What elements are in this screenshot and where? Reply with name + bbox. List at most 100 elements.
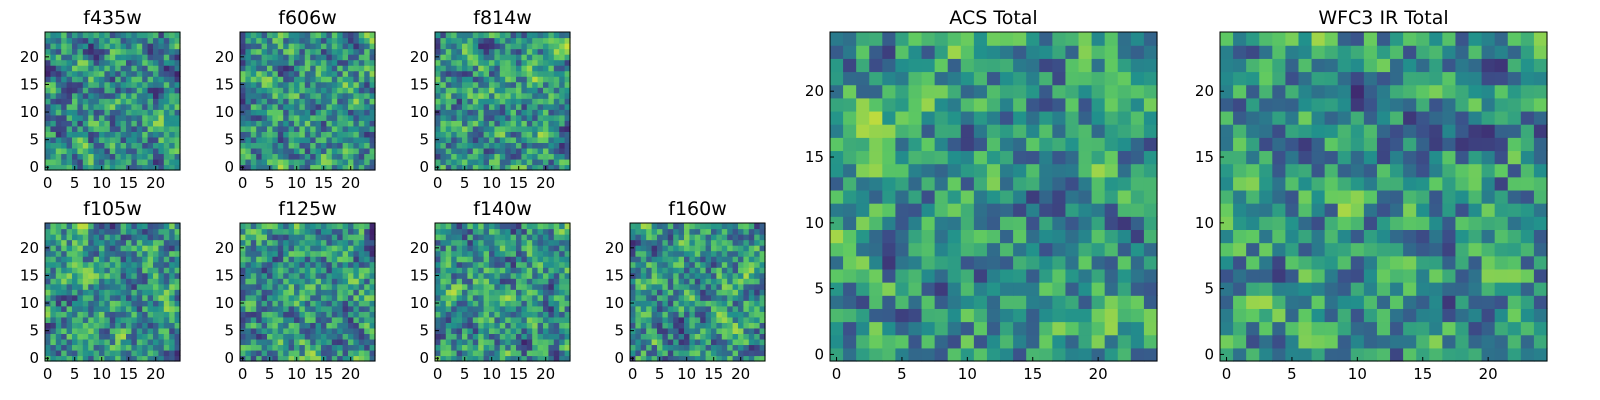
heatmap-cell xyxy=(163,355,170,362)
heatmap-cell xyxy=(759,278,766,285)
heatmap-cell xyxy=(348,87,354,94)
heatmap-cell xyxy=(369,256,376,263)
heatmap-cell xyxy=(499,344,506,351)
heatmap-cell xyxy=(147,158,154,166)
heatmap-cell xyxy=(153,223,159,230)
heatmap-cell xyxy=(435,76,441,83)
heatmap-cell xyxy=(478,81,485,88)
heatmap-cell xyxy=(326,37,333,44)
heatmap-cell xyxy=(158,147,165,155)
heatmap-cell xyxy=(250,54,257,61)
heatmap-cell xyxy=(895,150,910,165)
heatmap-cell xyxy=(337,289,344,296)
heatmap-cell xyxy=(120,109,127,116)
heatmap-cell xyxy=(136,294,143,301)
heatmap-cell xyxy=(553,344,560,351)
heatmap-cell xyxy=(526,32,533,39)
heatmap-cell xyxy=(120,92,127,99)
heatmap-cell xyxy=(77,316,84,323)
heatmap-cell xyxy=(754,261,761,268)
heatmap-cell xyxy=(505,92,512,99)
heatmap-cell xyxy=(321,344,327,351)
heatmap-cell xyxy=(126,333,132,340)
heatmap-cell xyxy=(283,103,290,110)
heatmap-cell xyxy=(153,228,159,235)
heatmap-cell xyxy=(711,311,717,318)
heatmap-cell xyxy=(721,289,728,296)
heatmap-cell xyxy=(548,223,555,230)
heatmap-cell xyxy=(315,316,322,323)
heatmap-cell xyxy=(342,65,349,72)
heatmap-cell xyxy=(478,234,485,241)
heatmap-cell xyxy=(72,283,78,290)
heatmap-cell xyxy=(505,283,512,290)
heatmap-cell xyxy=(743,283,750,290)
heatmap-cell xyxy=(1052,216,1067,230)
heatmap-cell xyxy=(364,311,371,318)
heatmap-cell xyxy=(240,228,246,235)
heatmap-cell xyxy=(516,92,522,99)
heatmap-cell xyxy=(115,278,122,285)
heatmap-cell xyxy=(727,338,734,346)
heatmap-cell xyxy=(82,300,89,307)
heatmap-cell xyxy=(304,294,311,301)
heatmap-cell xyxy=(163,250,170,257)
heatmap-cell xyxy=(131,48,138,55)
heatmap-cell xyxy=(104,120,111,127)
heatmap-cell xyxy=(331,103,338,110)
heatmap-cell xyxy=(667,261,674,268)
heatmap-cell xyxy=(45,158,51,166)
heatmap-cell xyxy=(472,114,479,121)
heatmap-cell xyxy=(272,109,279,116)
heatmap-cell xyxy=(526,120,533,127)
heatmap-cell xyxy=(267,327,273,334)
heatmap-cell xyxy=(646,223,653,230)
heatmap-cell xyxy=(505,70,512,77)
heatmap-cell xyxy=(435,267,441,274)
heatmap-cell xyxy=(82,278,89,285)
heatmap-cell xyxy=(326,65,333,72)
heatmap-cell xyxy=(559,43,566,50)
heatmap-cell xyxy=(358,131,365,138)
heatmap-cell xyxy=(348,256,354,263)
heatmap-cell xyxy=(521,294,528,301)
heatmap-cell xyxy=(754,344,761,351)
heatmap-cell xyxy=(651,355,658,362)
x-tick-label: 5 xyxy=(265,365,275,383)
heatmap-cell xyxy=(142,311,149,318)
heatmap-cell xyxy=(489,87,495,94)
heatmap-cell xyxy=(326,278,333,285)
heatmap-cell xyxy=(505,327,512,334)
heatmap-cell xyxy=(304,278,311,285)
heatmap-cell xyxy=(174,349,181,357)
heatmap-cell xyxy=(337,333,344,340)
heatmap-cell xyxy=(358,267,365,274)
heatmap-cell xyxy=(147,103,154,110)
heatmap-cell xyxy=(126,131,132,138)
heatmap-cell xyxy=(705,311,712,318)
heatmap-cell xyxy=(353,245,360,252)
heatmap-cell xyxy=(72,327,78,334)
heatmap-cell xyxy=(299,147,306,155)
heatmap-cell xyxy=(93,234,100,241)
heatmap-cell xyxy=(986,282,1001,296)
heatmap-cell xyxy=(353,81,360,88)
heatmap-cell xyxy=(456,114,463,121)
heatmap-cell xyxy=(99,153,105,160)
heatmap-cell xyxy=(440,120,447,127)
heatmap-cell xyxy=(99,136,105,143)
heatmap-cell xyxy=(1104,124,1119,138)
heatmap-cell xyxy=(678,327,685,334)
heatmap-cell xyxy=(358,164,365,171)
heatmap-cell xyxy=(467,98,474,105)
heatmap-cell xyxy=(856,176,870,191)
heatmap-cell xyxy=(510,32,517,39)
heatmap-cell xyxy=(55,164,62,171)
heatmap-cell xyxy=(543,54,549,61)
heatmap-cell xyxy=(1052,137,1067,152)
heatmap-cell xyxy=(678,239,685,246)
heatmap-cell xyxy=(973,150,988,165)
heatmap-cell xyxy=(451,234,458,241)
heatmap-cell xyxy=(294,147,300,155)
